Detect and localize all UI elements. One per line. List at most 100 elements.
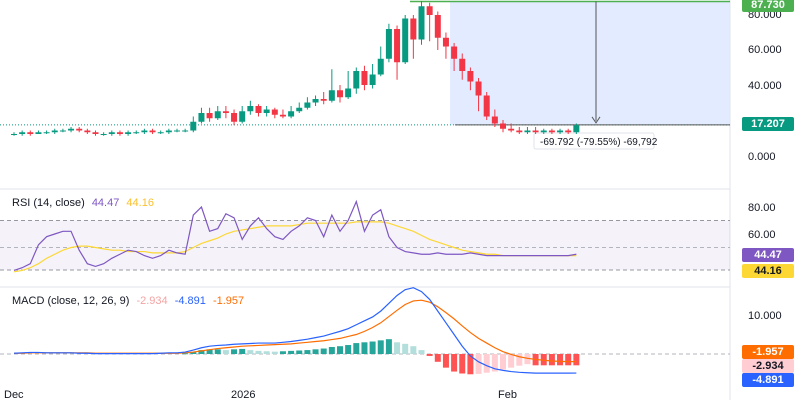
macd-histogram-bar	[353, 343, 360, 354]
rsi-tick: 60.00	[748, 229, 776, 241]
candle-body	[328, 90, 335, 101]
candle-body	[385, 29, 392, 59]
macd-histogram-bar	[345, 345, 352, 354]
macd-legend[interactable]: MACD (close, 12, 26, 9) -2.934 -4.891 -1…	[12, 295, 248, 307]
rsi-legend[interactable]: RSI (14, close) 44.47 44.16	[12, 197, 158, 209]
macd-histogram-bar	[426, 354, 433, 356]
macd-histogram-bar	[231, 349, 238, 354]
candle-body	[92, 132, 99, 134]
macd-histogram-bar	[312, 349, 319, 354]
macd-histogram-bar	[304, 350, 311, 354]
rsi-badge: 44.47	[742, 248, 794, 262]
candle-body	[565, 130, 572, 133]
price-tick: 80.000	[748, 9, 782, 21]
candle-body	[361, 71, 368, 85]
time-tick: Dec	[4, 389, 24, 400]
macd-histogram-bar	[394, 342, 401, 354]
candle-body	[353, 71, 360, 89]
macd-histogram-bar	[337, 346, 343, 354]
candle-body	[231, 113, 238, 122]
rsi-pane[interactable]	[0, 199, 730, 273]
candle-body	[149, 130, 156, 133]
candle-body	[296, 107, 303, 112]
candle-body	[548, 130, 555, 133]
candle-body	[337, 90, 343, 98]
candle-body	[182, 130, 189, 132]
candle-body	[174, 130, 180, 132]
macd-badge: -4.891	[742, 373, 794, 387]
macd-histogram-bar	[516, 354, 523, 366]
candle-body	[426, 6, 433, 15]
macd-histogram-bar	[328, 346, 335, 354]
macd-histogram-bar	[573, 354, 580, 366]
axes: 80.000 60.000 40.000 0.000 80.00 60.00 1…	[4, 9, 782, 400]
candle-body	[467, 71, 474, 82]
macd-legend-name: MACD (close, 12, 26, 9)	[12, 295, 130, 307]
macd-line	[13, 287, 577, 374]
macd-hist-badge: -2.934	[742, 359, 794, 373]
macd-histogram-bar	[418, 350, 425, 354]
macd-histogram-bar	[451, 354, 458, 372]
macd-histogram-bar	[557, 354, 564, 366]
macd-histogram-bar	[410, 346, 417, 354]
candle-body	[214, 111, 221, 119]
candle-body	[475, 81, 482, 96]
macd-histogram-bar	[255, 350, 262, 354]
candle-body	[59, 130, 66, 132]
candle-body	[35, 132, 42, 134]
macd-histogram-bar	[402, 343, 409, 354]
macd-histogram-bar	[198, 350, 205, 354]
candle-body	[304, 102, 311, 108]
candle-body	[451, 46, 458, 59]
macd-legend-value: -4.891	[174, 295, 206, 307]
macd-histogram-bar	[214, 349, 221, 354]
candle-body	[133, 132, 140, 134]
macd-histogram-bar	[508, 354, 515, 368]
candle-body	[500, 123, 506, 129]
macd-histogram-bar	[263, 351, 270, 354]
time-tick: Feb	[498, 389, 517, 400]
macd-histogram-bar	[320, 348, 327, 354]
candle-body	[157, 132, 164, 134]
candle-body	[369, 74, 376, 85]
macd-histogram-bar	[565, 354, 572, 366]
measure-arrow-head	[591, 116, 601, 124]
price-tick: 40.000	[748, 80, 782, 92]
signal-badge: -1.957	[742, 345, 794, 359]
time-tick: 2026	[231, 389, 255, 400]
candle-body	[263, 109, 270, 113]
rsi-ma-badge: 44.16	[742, 264, 794, 278]
macd-histogram-bar	[296, 350, 303, 354]
candle-body	[116, 132, 123, 134]
candle-body	[483, 95, 490, 117]
candle-body	[402, 18, 409, 63]
candle-body	[141, 130, 148, 133]
macd-histogram-bar	[190, 352, 197, 354]
candle-body	[279, 114, 286, 117]
candle-body	[165, 130, 172, 133]
macd-pane[interactable]	[0, 287, 730, 375]
last-price-badge: 17.207	[742, 117, 794, 131]
price-pane[interactable]	[0, 0, 730, 150]
candle-body	[11, 134, 17, 135]
macd-histogram-bar	[369, 341, 376, 354]
measure-label-box	[533, 132, 655, 150]
candle-body	[190, 121, 197, 131]
candle-body	[288, 111, 295, 117]
candle-body	[84, 130, 91, 133]
candle-body	[524, 130, 531, 133]
macd-histogram-bar	[222, 350, 229, 354]
rsi-legend-name: RSI (14, close)	[12, 197, 85, 209]
rsi-ma-line	[13, 221, 577, 273]
candle-body	[459, 58, 466, 71]
rsi-tick: 80.00	[748, 202, 776, 214]
candle-body	[516, 130, 523, 133]
candle-body	[320, 99, 327, 101]
measure-area	[450, 1, 730, 125]
candle-body	[76, 128, 83, 131]
macd-tick: 10.000	[748, 310, 782, 322]
macd-histogram-bar	[361, 342, 368, 354]
macd-histogram-bar	[239, 348, 246, 354]
candle-body	[43, 132, 50, 134]
